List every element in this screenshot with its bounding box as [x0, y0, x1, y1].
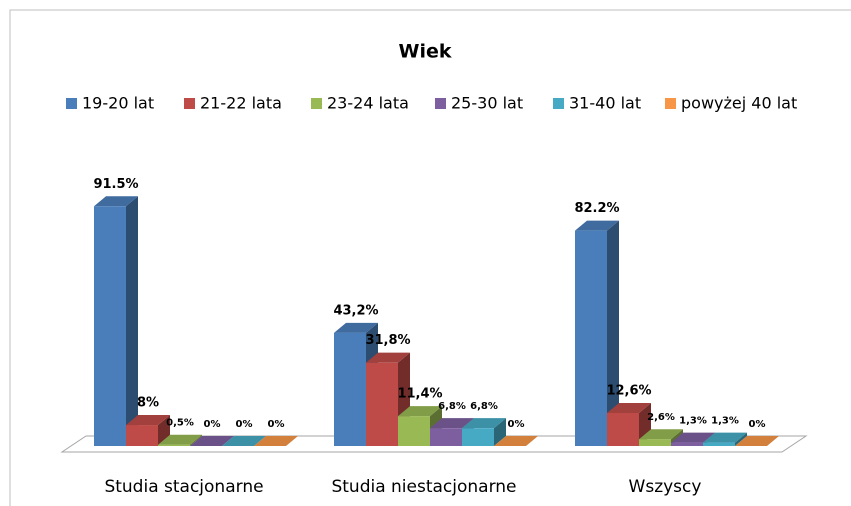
data-label: 0% [236, 419, 253, 430]
bar-top [254, 436, 298, 446]
bar-side [190, 434, 202, 446]
data-label: 91.5% [93, 177, 138, 192]
bar-top [575, 220, 619, 231]
data-label: 43,2% [333, 303, 378, 318]
bar-top [735, 436, 779, 446]
legend-label: 25-30 lat [451, 94, 523, 113]
data-label: 82.2% [574, 201, 619, 216]
bar-front [671, 442, 703, 446]
bar [575, 220, 619, 446]
bar-front [94, 206, 126, 446]
bar-front [366, 362, 398, 446]
bar-top [190, 436, 234, 446]
bar-side [607, 220, 619, 446]
bar-top [158, 434, 202, 445]
legend-label: 31-40 lat [569, 94, 641, 113]
bar [94, 196, 138, 446]
data-label: 12,6% [606, 383, 651, 398]
data-label: 11,4% [397, 387, 442, 402]
data-label: 6,8% [470, 401, 498, 412]
bar-side [494, 418, 506, 446]
bar [222, 436, 266, 446]
bar-front [126, 425, 158, 446]
bar-top [398, 406, 442, 417]
chart-title: Wiek [399, 41, 452, 63]
legend-label: 19-20 lat [82, 94, 154, 113]
legend-label: powyżej 40 lat [681, 94, 797, 113]
data-label: 0% [268, 419, 285, 430]
bar [735, 436, 779, 446]
data-label: 0% [204, 419, 221, 430]
data-label: 0,5% [166, 418, 194, 429]
x-tick-label: Wszyscy [629, 477, 702, 497]
bar-side [126, 196, 138, 446]
bar-top [494, 436, 538, 446]
bar-front [575, 230, 607, 446]
bar-top [607, 402, 651, 413]
data-label: 31,8% [365, 333, 410, 348]
bar [190, 436, 234, 446]
bar-top [462, 418, 506, 429]
bar-top [334, 322, 378, 333]
legend-swatch [311, 98, 322, 109]
bar-top [639, 429, 683, 440]
bar-top [671, 432, 715, 443]
x-tick-label: Studia stacjonarne [104, 477, 263, 497]
bar-top [222, 436, 266, 446]
bar-front [462, 428, 494, 446]
bar-front [607, 412, 639, 446]
data-label: 2,6% [647, 412, 675, 423]
bar-front [703, 442, 735, 446]
data-label: 0% [508, 419, 525, 430]
bar-front [639, 439, 671, 446]
bar-front [398, 416, 430, 446]
bar-top [430, 418, 474, 429]
bar-side [735, 432, 747, 446]
legend-swatch [553, 98, 564, 109]
data-label: 8% [137, 396, 159, 411]
legend: 19-20 lat 21-22 lata 23-24 lata 25-30 lat 31… [66, 94, 797, 113]
legend-label: 23-24 lata [327, 94, 409, 113]
legend-label: 21-22 lata [200, 94, 282, 113]
bar [494, 436, 538, 446]
x-tick-label: Studia niestacjonarne [331, 477, 516, 497]
bar-front [430, 428, 462, 446]
bar [254, 436, 298, 446]
legend-swatch [435, 98, 446, 109]
bar-front [158, 444, 190, 446]
bar-top [126, 415, 170, 426]
bar-top [703, 432, 747, 443]
data-label: 1,3% [679, 416, 707, 427]
legend-swatch [665, 98, 676, 109]
data-label: 1,3% [711, 416, 739, 427]
bar [703, 432, 747, 446]
bar [158, 434, 202, 446]
bar [462, 418, 506, 446]
bar-front [334, 332, 366, 446]
bar-top [94, 196, 138, 207]
data-label: 0% [749, 419, 766, 430]
legend-swatch [66, 98, 77, 109]
bar-top [366, 352, 410, 363]
legend-swatch [184, 98, 195, 109]
data-label: 6,8% [438, 401, 466, 412]
